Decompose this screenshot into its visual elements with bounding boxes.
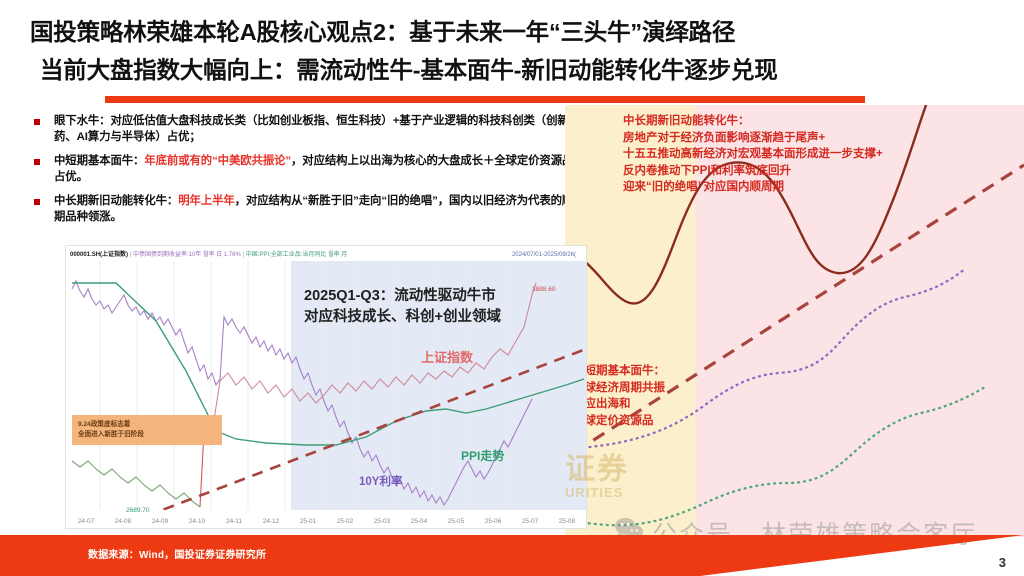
annotation-rate-label: 10Y利率: [359, 476, 403, 488]
legend-date-range: 2024/07/01-2025/08/26(: [511, 252, 576, 258]
projection-curves: [565, 105, 1024, 527]
xtick-2: 24-09: [151, 518, 169, 525]
bullet-item-3: 中长期新旧动能转化牛：明年上半年，对应结构从“新胜于旧”走向“旧的绝唱”，国内以…: [28, 194, 588, 225]
note-mid-term-line-3: 对应出海和: [573, 398, 631, 410]
legend-separator-1: |: [129, 252, 133, 258]
value-label-high: 3888.60: [532, 286, 556, 293]
zone-blue-liquidity: [291, 261, 586, 510]
xtick-9: 25-04: [410, 518, 428, 525]
title-underline: [105, 96, 865, 103]
bullet-item-2: 中短期基本面牛：年底前或有的“中美欧共振论”，对应结构上以出海为核心的大盘成长＋…: [28, 154, 588, 185]
title-line-1: 国投策略林荣雄本轮A股核心观点2：基于未来一年“三头牛”演绎路径: [30, 19, 736, 45]
callout-line-2: 全面进入新胜于旧阶段: [78, 431, 144, 438]
note-mid-term: 中短期基本面牛： 全球经济周期共振 对应出海和 全球定价资源品: [573, 363, 665, 429]
xtick-11: 25-06: [484, 518, 502, 525]
chart-trend-dashed-line: [158, 347, 586, 510]
xtick-7: 25-02: [336, 518, 354, 525]
callout-line-1: 9.24政策底标志着: [78, 421, 131, 428]
xtick-4: 24-11: [226, 518, 242, 525]
annotation-phase-subtitle: 对应科技成长、科创+创业领域: [304, 309, 501, 325]
rate-line-10y: [71, 279, 533, 507]
bullet-3-pre: 中长期新旧动能转化牛：: [54, 195, 179, 207]
legend-series-rate: 中债国债到期收益率:10年 월率 日 1.76%: [132, 252, 241, 258]
slide-title: 国投策略林荣雄本轮A股核心观点2：基于未来一年“三头牛”演绎路径 当前大盘指数大…: [30, 16, 1005, 86]
xtick-12: 25-07: [521, 518, 539, 525]
legend-separator-2: |: [242, 252, 246, 258]
note-mid-term-line-1: 中短期基本面牛：: [573, 365, 665, 377]
bullet-2-post: ，对应结构上以出海为核心的大盘成长＋全球定价资源品将占优。: [54, 155, 585, 183]
xtick-1: 24-08: [114, 518, 132, 525]
bullet-2-highlight: 年底前或有的“中美欧共振论”: [144, 155, 292, 167]
chart-legend: 000001.SH(上证指数) | 中债国债到期收益率:10年 월率 日 1.7…: [70, 249, 582, 261]
page-number: 3: [998, 555, 1006, 570]
bullet-3-highlight: 明年上半年: [178, 195, 235, 207]
note-long-term-line-2: 房地产对于经济负面影响逐渐趋于尾声+: [623, 131, 826, 144]
note-long-term-line-5: 迎来“旧的绝唱”对应国内顺周期: [623, 181, 784, 193]
note-long-term-line-4: 反内卷推动下PPI和利率筑底回升: [623, 164, 792, 177]
annotation-phase-2025: 2025Q1-Q3：流动性驱动牛市 对应科技成长、科创+创业领域: [304, 286, 501, 328]
note-mid-term-line-2: 全球经济周期共振: [573, 381, 665, 394]
xtick-8: 25-03: [373, 518, 391, 525]
policy-bottom-callout: 9.24政策底标志着 全面进入新胜于旧阶段: [72, 415, 222, 445]
bullet-3-post: ，对应结构从“新胜于旧”走向“旧的绝唱”，国内以旧经济为代表的顺周期品种领涨。: [54, 195, 585, 223]
xtick-5: 24-12: [262, 518, 280, 525]
title-line-2: 当前大盘指数大幅向上：需流动性牛-基本面牛-新旧动能转化牛逐步兑现: [40, 57, 778, 83]
index-projection-curve: [565, 105, 928, 305]
bullet-1-post: 的科技科创类（创新药、AI算力与半导体）占优；: [54, 115, 569, 143]
xtick-13: 25-08: [558, 518, 576, 525]
annotation-sse-label: 上证指数: [421, 350, 474, 365]
chart-card: 000001.SH(上证指数) | 中债国债到期收益率:10年 월率 日 1.7…: [65, 245, 587, 529]
bullet-2-pre: 中短期基本面牛：: [54, 155, 145, 167]
bullet-square-icon: [34, 159, 40, 165]
annotation-ppi-label: PPI走势: [461, 449, 505, 463]
note-long-term-line-3: 十五五推动高新经济对宏观基本面形成进一步支撑+: [623, 148, 883, 160]
bullet-square-icon: [34, 199, 40, 205]
note-mid-term-line-4: 全球定价资源品: [573, 414, 654, 427]
legend-series-main: 000001.SH(上证指数): [70, 252, 129, 258]
legend-series-ppi: 中国:PPI:全部工业品:当月同比 월率 月: [245, 252, 348, 258]
projection-panel: 中长期新旧动能转化牛： 房地产对于经济负面影响逐渐趋于尾声+ 十五五推动高新经济…: [565, 105, 1024, 537]
xtick-0: 24-07: [77, 518, 95, 525]
chart-x-axis: 24-07 24-08 24-09 24-10 24-11 24-12 25-0…: [66, 510, 586, 528]
note-long-term: 中长期新旧动能转化牛： 房地产对于经济负面影响逐渐趋于尾声+ 十五五推动高新经济…: [623, 113, 883, 196]
trend-dashed-line: [565, 163, 1024, 461]
chart-plot-area: 9.24政策底标志着 全面进入新胜于旧阶段 2025Q1-Q3：流动性驱动牛市 …: [66, 261, 586, 514]
footer-source-text: 数据来源：Wind，国投证券证券研究所: [88, 550, 267, 561]
note-long-term-line-1: 中长期新旧动能转化牛：: [623, 115, 750, 127]
chart-gridlines: [99, 261, 545, 510]
bullet-1-pre: 眼下水牛：对应低估值大盘科技成长类（比如创业板指、恒生科技）+基于产业逻辑: [54, 115, 468, 127]
ppi-projection-curve: [565, 386, 986, 527]
ppi-line: [72, 282, 585, 446]
bullet-item-1: 眼下水牛：对应低估值大盘科技成长类（比如创业板指、恒生科技）+基于产业逻辑的科技…: [28, 114, 588, 145]
bullet-list: 眼下水牛：对应低估值大盘科技成长类（比如创业板指、恒生科技）+基于产业逻辑的科技…: [28, 114, 588, 234]
xtick-3: 24-10: [188, 518, 206, 525]
chart-svg: [71, 261, 586, 510]
footer-bar: 数据来源：Wind，国投证券证券研究所: [0, 535, 1024, 576]
annotation-phase-title: 2025Q1-Q3：流动性驱动牛市: [304, 288, 496, 304]
xtick-10: 25-05: [447, 518, 465, 525]
xtick-6: 25-01: [299, 518, 317, 525]
bullet-square-icon: [34, 119, 40, 125]
value-label-low: 2689.70: [126, 507, 150, 514]
